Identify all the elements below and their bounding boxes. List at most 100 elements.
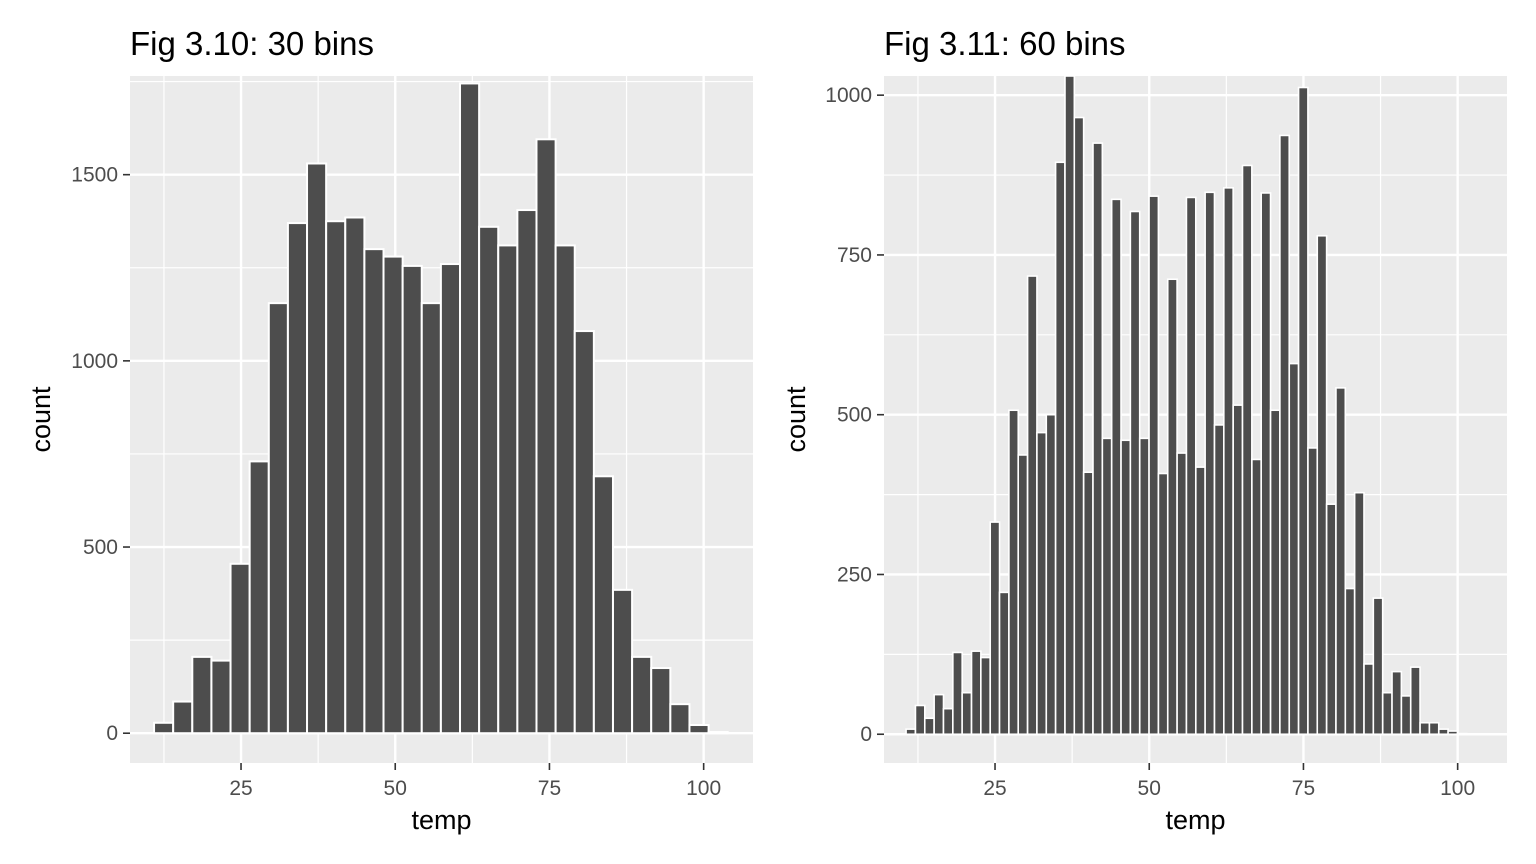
histogram-bar	[535, 138, 557, 735]
y-tick-label: 750	[837, 244, 872, 267]
histogram-bar	[989, 521, 1001, 736]
histogram-bar	[286, 222, 309, 735]
histogram-bar	[1054, 161, 1066, 736]
histogram-bar	[1409, 666, 1421, 736]
histogram-bar	[1195, 466, 1206, 736]
x-tick-label: 25	[229, 777, 252, 800]
histogram-bar	[420, 302, 442, 735]
histogram-bar	[669, 703, 691, 735]
histogram-bar	[1437, 728, 1449, 736]
x-tick-label: 75	[1292, 777, 1315, 800]
histogram-bar	[905, 728, 917, 736]
histogram-bar	[1400, 695, 1412, 736]
x-tick-label: 100	[686, 777, 721, 800]
histogram-bar	[650, 667, 672, 735]
histogram-bar	[1101, 437, 1113, 736]
histogram-bar	[172, 700, 194, 735]
histogram-bar	[573, 330, 595, 735]
histogram-bar	[1120, 439, 1132, 736]
x-tick-label: 25	[983, 777, 1006, 800]
histogram-bar	[1129, 210, 1141, 736]
histogram-bar	[248, 460, 270, 735]
histogram-bar	[1447, 730, 1459, 736]
histogram-bar	[1297, 86, 1309, 736]
histogram-bar	[191, 655, 213, 735]
histogram-bar	[688, 724, 710, 735]
histogram-bar	[1092, 142, 1104, 736]
histogram-bar	[478, 225, 500, 735]
histogram-bar	[1110, 198, 1122, 736]
y-tick-label: 0	[106, 722, 118, 745]
chart-title: Fig 3.10: 30 bins	[130, 25, 374, 62]
histogram-bar	[1344, 587, 1356, 736]
histogram-bar	[459, 82, 481, 735]
histogram-bar	[1204, 191, 1216, 736]
histogram-bar	[1372, 597, 1384, 736]
histogram-bar	[439, 263, 462, 735]
histogram-bar	[923, 717, 935, 736]
histogram-bar	[401, 264, 423, 735]
histogram-bar	[382, 255, 404, 735]
histogram-bar	[611, 588, 634, 735]
histogram-bar	[516, 209, 538, 735]
y-tick-label: 0	[860, 723, 872, 746]
histogram-bar	[970, 650, 982, 736]
histogram-bar	[707, 731, 729, 735]
histogram-bar	[306, 162, 328, 735]
histogram-bar	[942, 707, 954, 736]
histogram-bar	[1223, 187, 1234, 736]
histogram-bar	[1288, 362, 1300, 736]
histogram-bar	[325, 220, 347, 735]
histogram-bar	[1064, 75, 1076, 736]
x-tick-label: 50	[1138, 777, 1161, 800]
histogram-bar	[998, 591, 1010, 736]
y-axis-label: count	[781, 386, 811, 453]
histogram-bar	[1269, 409, 1281, 736]
histogram-bar	[1335, 387, 1347, 736]
x-tick-label: 50	[384, 777, 407, 800]
histogram-bar	[1073, 116, 1085, 736]
histogram-bar	[1176, 452, 1188, 736]
y-tick-label: 1000	[825, 84, 872, 107]
y-tick-label: 1500	[71, 164, 118, 187]
histogram-bar	[1213, 424, 1225, 736]
x-tick-label: 75	[538, 777, 561, 800]
histogram-bar	[1419, 721, 1431, 736]
histogram-bar	[592, 475, 614, 735]
histogram-bar	[1307, 447, 1319, 736]
histogram-bar	[554, 244, 576, 735]
x-axis-label: temp	[1165, 805, 1225, 835]
y-tick-label: 250	[837, 563, 872, 586]
histogram-bar	[1157, 472, 1169, 736]
histogram-bar	[153, 721, 175, 735]
histogram-bar	[497, 244, 519, 735]
histogram-bar	[1279, 134, 1291, 736]
histogram-bar	[952, 651, 963, 736]
histogram-bar	[363, 248, 385, 735]
histogram-bar	[1045, 413, 1057, 736]
histogram-bar	[1138, 437, 1150, 736]
histogram-bar	[1260, 192, 1272, 736]
x-axis-label: temp	[411, 805, 471, 835]
histogram-bar	[1232, 404, 1244, 736]
histogram-bar	[1166, 278, 1178, 736]
histogram-bar	[1363, 663, 1375, 736]
y-tick-label: 1000	[71, 350, 118, 373]
histogram-bar	[1316, 234, 1328, 736]
histogram-bar	[1325, 503, 1337, 736]
histogram-bar	[1185, 196, 1197, 736]
histogram-bar	[1251, 458, 1263, 736]
histogram-bar	[1241, 164, 1253, 736]
histogram-bar	[914, 704, 926, 736]
histogram-bar	[1381, 691, 1393, 736]
histogram-bar	[1428, 721, 1440, 736]
histogram-bar	[631, 655, 653, 735]
histogram-bar	[933, 693, 945, 736]
histogram-bar	[980, 656, 991, 736]
histogram-bar	[344, 216, 366, 735]
histogram-bar	[1353, 491, 1365, 736]
histogram-bar	[267, 302, 289, 735]
y-tick-label: 500	[83, 536, 118, 559]
y-tick-label: 500	[837, 404, 872, 427]
